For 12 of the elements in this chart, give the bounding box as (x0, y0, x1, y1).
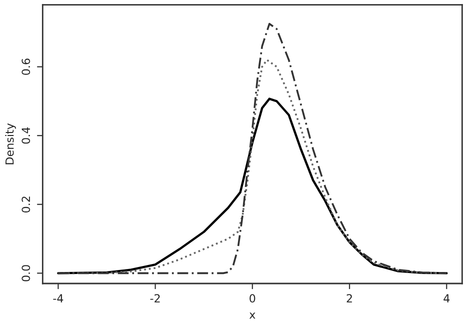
y-tick-label: 0.2 (22, 196, 30, 212)
x-tick-label: 4 (444, 294, 450, 302)
y-axis-title: Density (5, 123, 16, 164)
x-axis-title: x (249, 312, 256, 319)
x-tick-label: -4 (53, 294, 64, 302)
y-tick-label: 0.4 (22, 127, 30, 144)
y-tick-label: 0.0 (22, 265, 30, 282)
x-tick-label: 0 (250, 294, 256, 303)
x-tick-label: 2 (346, 294, 352, 302)
x-tick-label: -2 (150, 294, 160, 302)
y-tick-label: 0.6 (22, 58, 30, 75)
line-series (57, 98, 448, 274)
